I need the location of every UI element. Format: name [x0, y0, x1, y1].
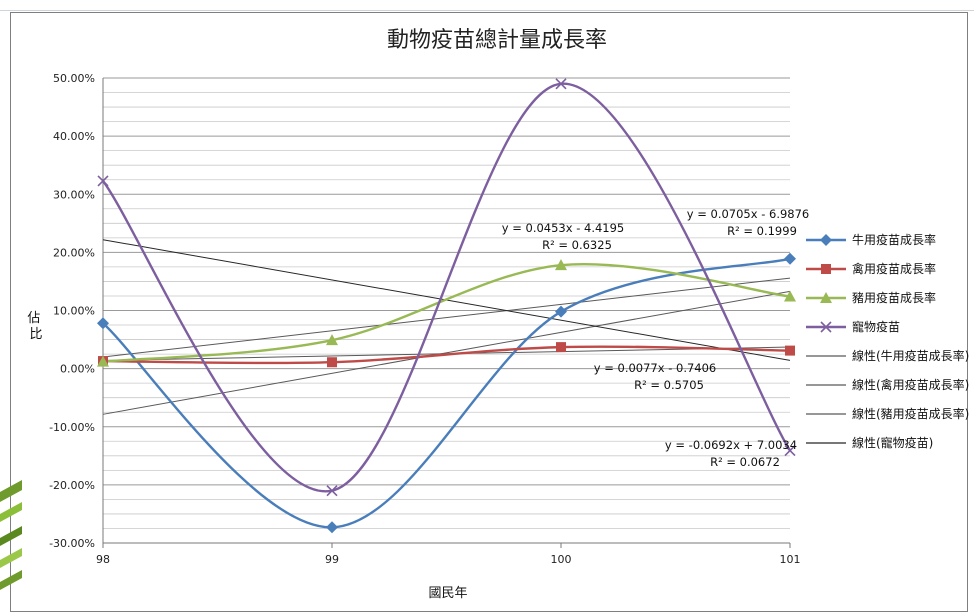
series-line — [102, 263, 791, 363]
data-point-x — [326, 485, 338, 497]
trendline-r-squared: R² = 0.5705 — [634, 378, 704, 392]
trendline-r-squared: R² = 0.0672 — [710, 455, 780, 469]
series-line — [102, 82, 792, 493]
data-point-diamond — [820, 234, 832, 246]
gridlines — [102, 77, 790, 544]
legend-label: 禽用疫苗成長率 — [852, 261, 936, 276]
y-tick-label: 40.00% — [53, 130, 95, 143]
series-markers — [97, 78, 796, 534]
y-tick-label: 0.00% — [60, 363, 95, 376]
data-point-diamond — [555, 305, 567, 318]
trendline — [102, 290, 791, 415]
y-tick-label: 20.00% — [53, 246, 95, 259]
data-point-square — [785, 345, 795, 356]
data-point-x — [97, 175, 109, 187]
data-point-x — [784, 445, 796, 457]
x-axis-title: 國民年 — [428, 586, 467, 601]
y-axis-title: 佔 比 — [27, 311, 44, 342]
legend-label: 豬用疫苗成長率 — [852, 290, 936, 305]
legend-label: 線性(牛用疫苗成長率) — [852, 348, 969, 363]
legend-label: 線性(禽用疫苗成長率) — [852, 377, 969, 392]
trendline-r-squared: R² = 0.1999 — [727, 224, 797, 238]
trendline-r-squared: R² = 0.6325 — [542, 238, 612, 252]
data-point-triangle — [820, 292, 832, 303]
legend-label: 牛用疫苗成長率 — [852, 232, 936, 247]
x-tick-labels: 98 99 100 101 — [96, 543, 801, 566]
data-point-x — [820, 321, 832, 333]
data-point-square — [821, 264, 831, 274]
x-tick-label: 98 — [96, 553, 110, 566]
chart-title: 動物疫苗總計量成長率 — [387, 28, 607, 53]
x-tick-label: 100 — [551, 553, 572, 566]
y-tick-label: -30.00% — [49, 537, 95, 550]
data-point-triangle — [326, 334, 338, 346]
top-rule — [0, 0, 974, 11]
trendline-equation: y = -0.0692x + 7.0034 — [665, 438, 797, 452]
series-lines — [102, 82, 792, 529]
chart-frame — [10, 12, 968, 612]
trendline — [102, 277, 791, 358]
data-point-diamond — [97, 317, 109, 330]
legend-label: 線性(豬用疫苗成長率) — [852, 406, 969, 421]
data-point-triangle — [784, 290, 796, 302]
data-point-square — [327, 357, 337, 368]
data-point-diamond — [326, 521, 338, 534]
y-tick-labels: 50.00% 40.00% 30.00% 20.00% 10.00% 0.00% -10.0… — [49, 72, 95, 550]
legend-label: 線性(寵物疫苗) — [852, 435, 933, 450]
y-tick-label: 50.00% — [53, 72, 95, 85]
y-tick-label: -10.00% — [49, 421, 95, 434]
trendline-equation: y = 0.0077x - 0.7406 — [594, 361, 717, 375]
data-point-diamond — [784, 252, 796, 265]
trendline-equations: y = 0.0705x - 6.9876 R² = 0.1999 y = 0.007… — [502, 207, 810, 469]
data-point-square — [556, 342, 566, 353]
x-tick-label: 99 — [325, 553, 339, 566]
data-point-triangle — [97, 355, 109, 367]
y-tick-label: 30.00% — [53, 188, 95, 201]
y-tick-label: 10.00% — [53, 305, 95, 318]
legend-label: 寵物疫苗 — [852, 319, 900, 334]
x-tick-label: 101 — [780, 553, 801, 566]
data-point-triangle — [555, 259, 567, 271]
trendline-equation: y = 0.0453x - 4.4195 — [502, 221, 625, 235]
data-point-x — [555, 78, 567, 90]
trendline-equation: y = 0.0705x - 6.9876 — [687, 207, 810, 221]
decorative-stripes — [0, 480, 22, 590]
y-tick-label: -20.00% — [49, 479, 95, 492]
